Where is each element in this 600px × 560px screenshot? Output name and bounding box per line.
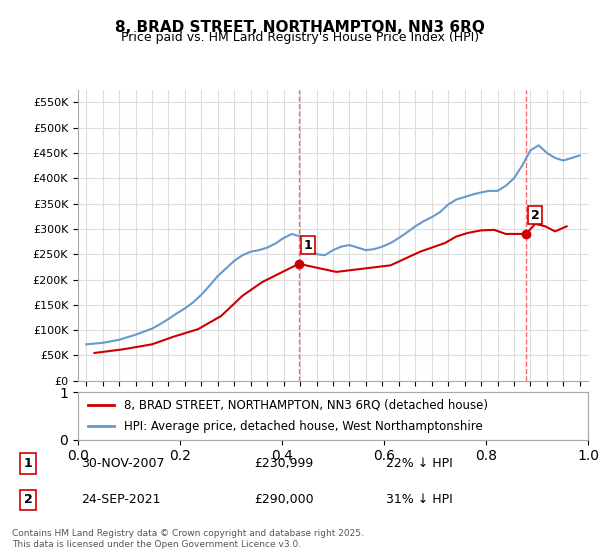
Text: 1: 1 (304, 239, 313, 251)
Text: 30-NOV-2007: 30-NOV-2007 (81, 457, 164, 470)
Text: 8, BRAD STREET, NORTHAMPTON, NN3 6RQ (detached house): 8, BRAD STREET, NORTHAMPTON, NN3 6RQ (de… (124, 399, 488, 412)
Text: 22% ↓ HPI: 22% ↓ HPI (386, 457, 453, 470)
Text: 24-SEP-2021: 24-SEP-2021 (81, 493, 161, 506)
Text: HPI: Average price, detached house, West Northamptonshire: HPI: Average price, detached house, West… (124, 420, 482, 433)
Text: 31% ↓ HPI: 31% ↓ HPI (386, 493, 453, 506)
Text: £290,000: £290,000 (254, 493, 314, 506)
Text: £230,999: £230,999 (254, 457, 313, 470)
Text: 2: 2 (23, 493, 32, 506)
Text: Contains HM Land Registry data © Crown copyright and database right 2025.
This d: Contains HM Land Registry data © Crown c… (12, 529, 364, 549)
Text: 2: 2 (531, 209, 539, 222)
Text: 8, BRAD STREET, NORTHAMPTON, NN3 6RQ: 8, BRAD STREET, NORTHAMPTON, NN3 6RQ (115, 20, 485, 35)
Text: 1: 1 (23, 457, 32, 470)
Text: Price paid vs. HM Land Registry's House Price Index (HPI): Price paid vs. HM Land Registry's House … (121, 31, 479, 44)
